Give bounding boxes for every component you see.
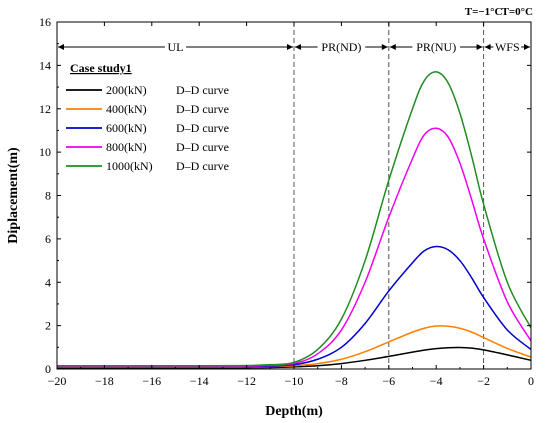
y-tick-label-6: 12 bbox=[39, 102, 51, 116]
y-tick-label-2: 4 bbox=[45, 275, 51, 289]
x-tick-label-6: −8 bbox=[335, 374, 348, 388]
y-tick-label-8: 16 bbox=[39, 15, 51, 29]
y-tick-label-5: 10 bbox=[39, 145, 51, 159]
y-tick-label-7: 14 bbox=[39, 58, 51, 72]
legend-load-4: 1000(kN) bbox=[106, 159, 153, 173]
x-tick-label-8: −4 bbox=[430, 374, 443, 388]
region-divider-lines bbox=[293, 22, 485, 369]
region-label-1: PR(ND) bbox=[321, 40, 361, 54]
legend-curve-1: D–D curve bbox=[176, 102, 229, 116]
x-tick-label-7: −6 bbox=[382, 374, 395, 388]
x-tick-label-1: −18 bbox=[95, 374, 114, 388]
y-tick-label-0: 0 bbox=[45, 362, 51, 376]
region-arrowhead-right-3 bbox=[524, 44, 530, 50]
legend-curve-3: D–D curve bbox=[176, 140, 229, 154]
x-tick-label-9: −2 bbox=[477, 374, 490, 388]
y-axis-title: Diplacement(m) bbox=[6, 147, 21, 244]
region-label-3: WFS bbox=[495, 40, 520, 54]
x-tick-label-5: −10 bbox=[285, 374, 304, 388]
y-tick-label-3: 6 bbox=[45, 232, 51, 246]
x-tick-label-0: −20 bbox=[48, 374, 67, 388]
legend-curve-4: D–D curve bbox=[176, 159, 229, 173]
y-tick-label-4: 8 bbox=[45, 189, 51, 203]
series-line-200kn bbox=[56, 346, 532, 369]
legend-load-2: 600(kN) bbox=[106, 121, 147, 135]
region-arrowhead-right-2 bbox=[476, 44, 483, 50]
legend: Case study1 200(kN) D–D curve 400(kN) D–D cu… bbox=[66, 61, 229, 173]
region-arrowhead-left-3 bbox=[484, 44, 491, 50]
x-axis-title: Depth(m) bbox=[265, 404, 323, 419]
temperature-label-1: T=0°C bbox=[502, 6, 534, 18]
region-arrowhead-left-2 bbox=[389, 44, 396, 50]
series-lines bbox=[56, 71, 532, 369]
legend-curve-2: D–D curve bbox=[176, 121, 229, 135]
series-line-800kn bbox=[56, 127, 532, 368]
x-tick-label-3: −14 bbox=[190, 374, 209, 388]
region-arrowhead-left-1 bbox=[295, 44, 301, 50]
legend-load-1: 400(kN) bbox=[106, 102, 147, 116]
region-arrowhead-right-0 bbox=[287, 44, 293, 50]
region-label-0: UL bbox=[168, 40, 184, 54]
region-arrowhead-left-0 bbox=[58, 44, 64, 50]
legend-title: Case study1 bbox=[70, 61, 132, 75]
region-label-2: PR(NU) bbox=[416, 40, 456, 54]
temperature-label-0: T=−1°C bbox=[465, 6, 503, 18]
legend-load-3: 800(kN) bbox=[106, 140, 147, 154]
x-tick-label-2: −16 bbox=[142, 374, 161, 388]
legend-curve-0: D–D curve bbox=[176, 83, 229, 97]
region-arrowhead-right-1 bbox=[381, 44, 388, 50]
region-annotations: UL PR(ND) PR(NU) WFS T=−1°C T=0°C bbox=[58, 6, 533, 54]
series-line-1000kn bbox=[56, 71, 532, 367]
x-tick-label-4: −12 bbox=[237, 374, 256, 388]
y-tick-label-1: 2 bbox=[45, 319, 51, 333]
legend-load-0: 200(kN) bbox=[106, 83, 147, 97]
x-tick-label-10: 0 bbox=[528, 374, 534, 388]
